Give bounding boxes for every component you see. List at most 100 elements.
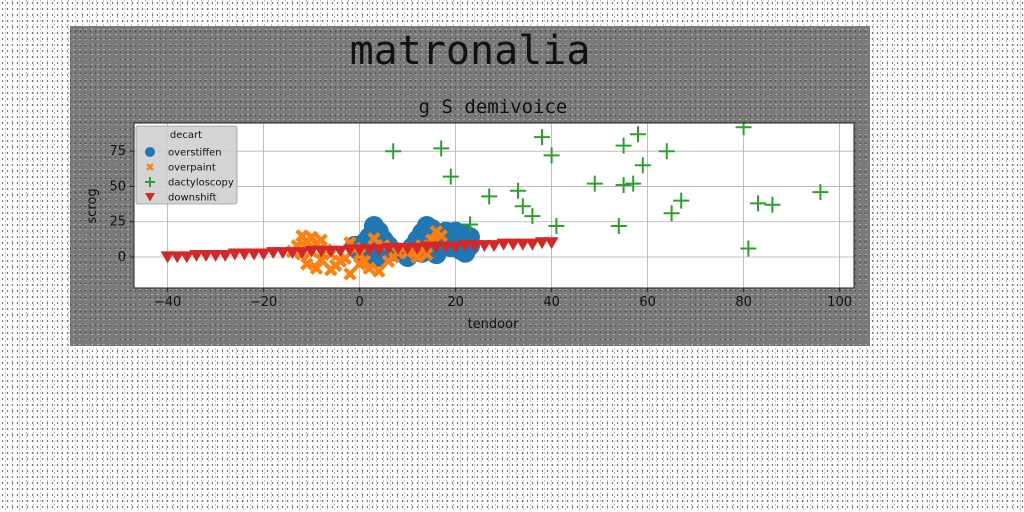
data-point: [467, 240, 482, 252]
data-point: [371, 244, 386, 257]
data-point: [615, 137, 632, 154]
data-point: [275, 247, 290, 260]
x-tick-label: 20: [447, 295, 464, 310]
legend-label: overstiffen: [168, 148, 222, 159]
data-point: [750, 195, 766, 212]
data-point: [352, 244, 367, 257]
series-dactyloscopy: [385, 119, 829, 257]
data-point: [510, 182, 526, 199]
y-tick-label: 0: [118, 250, 126, 265]
data-point: [548, 217, 565, 234]
legend-marker: [145, 147, 155, 157]
data-point: [442, 168, 459, 185]
data-point: [304, 245, 319, 258]
data-point: [189, 249, 204, 262]
data-point: [735, 119, 752, 136]
x-axis-label: tendoor: [468, 317, 519, 332]
x-tick-label: 40: [543, 295, 560, 310]
data-point: [477, 240, 492, 252]
x-tick-label: −20: [250, 295, 277, 310]
data-marks: [160, 119, 829, 281]
data-point: [534, 129, 550, 146]
data-point: [429, 241, 444, 254]
plot-frame: [133, 122, 855, 289]
data-point: [385, 143, 402, 160]
plot-area: [134, 123, 854, 288]
y-tick-label: 50: [109, 179, 126, 194]
data-point: [420, 247, 434, 261]
y-axis-label: scrog: [85, 188, 100, 223]
data-point: [218, 249, 233, 262]
legend-label: dactyloscopy: [168, 178, 234, 189]
data-point: [673, 192, 690, 209]
data-point: [237, 248, 252, 261]
data-point: [247, 248, 261, 261]
data-point: [256, 248, 271, 261]
data-point: [586, 175, 603, 192]
data-point: [300, 257, 314, 271]
x-tick-label: 60: [639, 295, 656, 310]
data-point: [372, 264, 386, 278]
legend-marker: [145, 193, 155, 202]
figure-title: matronalia: [349, 28, 591, 74]
data-point: [352, 257, 367, 271]
data-point: [285, 247, 300, 260]
data-point: [625, 175, 642, 192]
data-point: [448, 241, 463, 254]
data-point: [610, 217, 627, 234]
data-point: [160, 251, 175, 264]
data-point: [481, 188, 498, 205]
y-tick-label: 75: [109, 144, 126, 159]
axis-ticks: −40 −20 0 20 40 60 80 100 0 25 50 75: [109, 144, 852, 310]
data-point: [634, 157, 651, 174]
legend-label: downshift: [168, 193, 217, 204]
x-tick-label: 100: [827, 295, 852, 310]
legend-marker: [145, 177, 155, 187]
data-point: [324, 263, 338, 277]
data-point: [362, 261, 376, 275]
data-point: [812, 184, 829, 201]
scatter-chart: g S demivoice −40 −20 0 20 40 60 80 1000255075 …: [85, 96, 855, 332]
data-point: [764, 196, 781, 213]
data-point: [314, 233, 328, 247]
data-point: [266, 247, 281, 260]
data-point: [300, 234, 314, 249]
data-point: [514, 198, 531, 215]
data-point: [630, 126, 646, 143]
data-point: [496, 238, 511, 251]
data-point: [535, 237, 549, 250]
data-point: [506, 238, 521, 251]
data-point: [663, 205, 680, 222]
data-point: [227, 248, 242, 261]
data-point: [544, 237, 559, 250]
data-point: [458, 240, 473, 252]
x-tick-label: 0: [355, 295, 363, 310]
data-point: [343, 267, 357, 281]
data-point: [487, 240, 501, 252]
data-point: [462, 216, 478, 233]
data-point: [309, 261, 324, 275]
legend-marker: [146, 163, 154, 171]
chart-title: g S demivoice: [419, 96, 568, 118]
y-tick-label: 25: [109, 215, 126, 230]
data-point: [362, 244, 377, 257]
legend-box: [135, 125, 238, 205]
data-point: [381, 242, 396, 255]
data-point: [208, 249, 223, 262]
data-point: [543, 147, 560, 164]
data-point: [515, 238, 530, 251]
x-tick-label: 80: [735, 295, 752, 310]
data-point: [170, 251, 185, 264]
data-point: [314, 253, 328, 267]
x-tick-label: −40: [154, 295, 181, 310]
data-point: [368, 246, 389, 267]
data-point: [419, 241, 434, 254]
data-point: [323, 245, 338, 258]
data-point: [295, 247, 309, 260]
data-point: [410, 250, 424, 264]
legend-label: overpaint: [168, 163, 216, 174]
series-downshift: [160, 237, 559, 264]
data-point: [400, 242, 415, 255]
series-overpaint: [285, 224, 448, 281]
data-point: [314, 245, 329, 258]
